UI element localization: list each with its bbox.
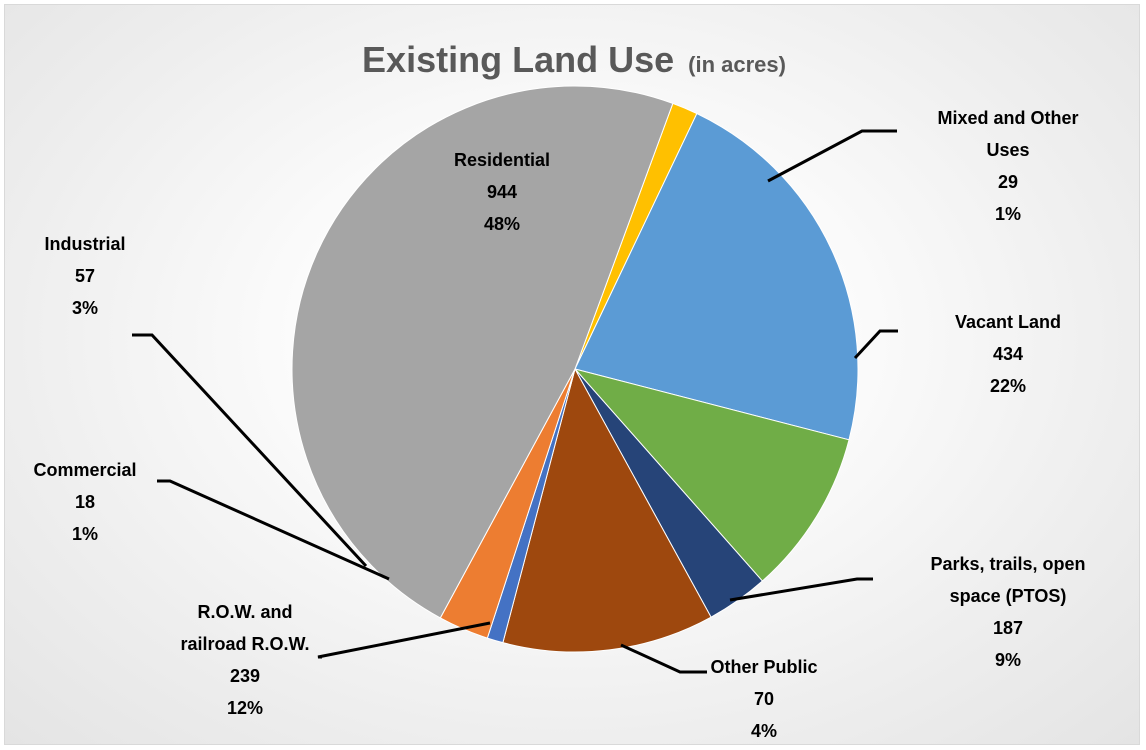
data-label-line: Uses	[986, 140, 1029, 160]
data-label-line: Parks, trails, open	[930, 554, 1085, 574]
data-label-line: 3%	[72, 298, 98, 318]
data-label: Other Public 70 4%	[710, 657, 817, 741]
data-label-line: 57	[75, 266, 95, 286]
leader-lines	[132, 129, 898, 674]
data-label-line: 187	[993, 618, 1023, 638]
chart-title-group: Existing Land Use (in acres)	[362, 39, 786, 80]
data-label-line: Residential	[454, 150, 550, 170]
data-label: R.O.W. and railroad R.O.W. 239 12%	[180, 602, 309, 718]
data-label: Vacant Land 434 22%	[955, 312, 1061, 396]
leader-line	[853, 329, 898, 360]
leader-line	[317, 621, 491, 659]
data-label-line: 29	[998, 172, 1018, 192]
data-labels: Mixed and Other Uses 29 1% Vacant Land 434 22%…	[33, 108, 1085, 741]
data-label-line: 944	[487, 182, 517, 202]
data-label: Commercial 18 1%	[33, 460, 136, 544]
data-label-line: Other Public	[710, 657, 817, 677]
data-label-line: 9%	[995, 650, 1021, 670]
data-label-line: 4%	[751, 721, 777, 741]
data-label-line: 434	[993, 344, 1023, 364]
leader-line	[132, 333, 368, 568]
leader-line	[767, 129, 897, 183]
chart-title: Existing Land Use	[362, 39, 674, 80]
data-label: Mixed and Other Uses 29 1%	[937, 108, 1078, 224]
data-label-line: 1%	[72, 524, 98, 544]
data-label-line: Mixed and Other	[937, 108, 1078, 128]
data-label: Industrial 57 3%	[44, 234, 125, 318]
data-label-line: 48%	[484, 214, 520, 234]
pie-slices	[291, 85, 859, 653]
data-label-line: Industrial	[44, 234, 125, 254]
pie-slice-residential	[291, 85, 674, 619]
data-label: Parks, trails, open space (PTOS) 187 9%	[930, 554, 1085, 670]
pie-slice-parks-trails-open-space-ptos	[573, 368, 850, 582]
data-label-line: 12%	[227, 698, 263, 718]
data-label: Residential 944 48%	[454, 150, 550, 234]
data-label-line: 239	[230, 666, 260, 686]
data-label-line: 1%	[995, 204, 1021, 224]
data-label-line: 22%	[990, 376, 1026, 396]
data-label-line: space (PTOS)	[950, 586, 1067, 606]
data-label-line: Vacant Land	[955, 312, 1061, 332]
data-label-line: 70	[754, 689, 774, 709]
chart-subtitle: (in acres)	[688, 52, 786, 77]
data-label-line: railroad R.O.W.	[180, 634, 309, 654]
leader-line	[729, 577, 873, 602]
pie-slice-r-o-w-and-railroad-r-o-w	[502, 367, 712, 653]
data-label-line: 18	[75, 492, 95, 512]
data-label-line: R.O.W. and	[197, 602, 292, 622]
data-label-line: Commercial	[33, 460, 136, 480]
pie-slice-vacant-land	[574, 112, 859, 441]
leader-line	[157, 479, 390, 581]
leader-line	[620, 643, 707, 674]
